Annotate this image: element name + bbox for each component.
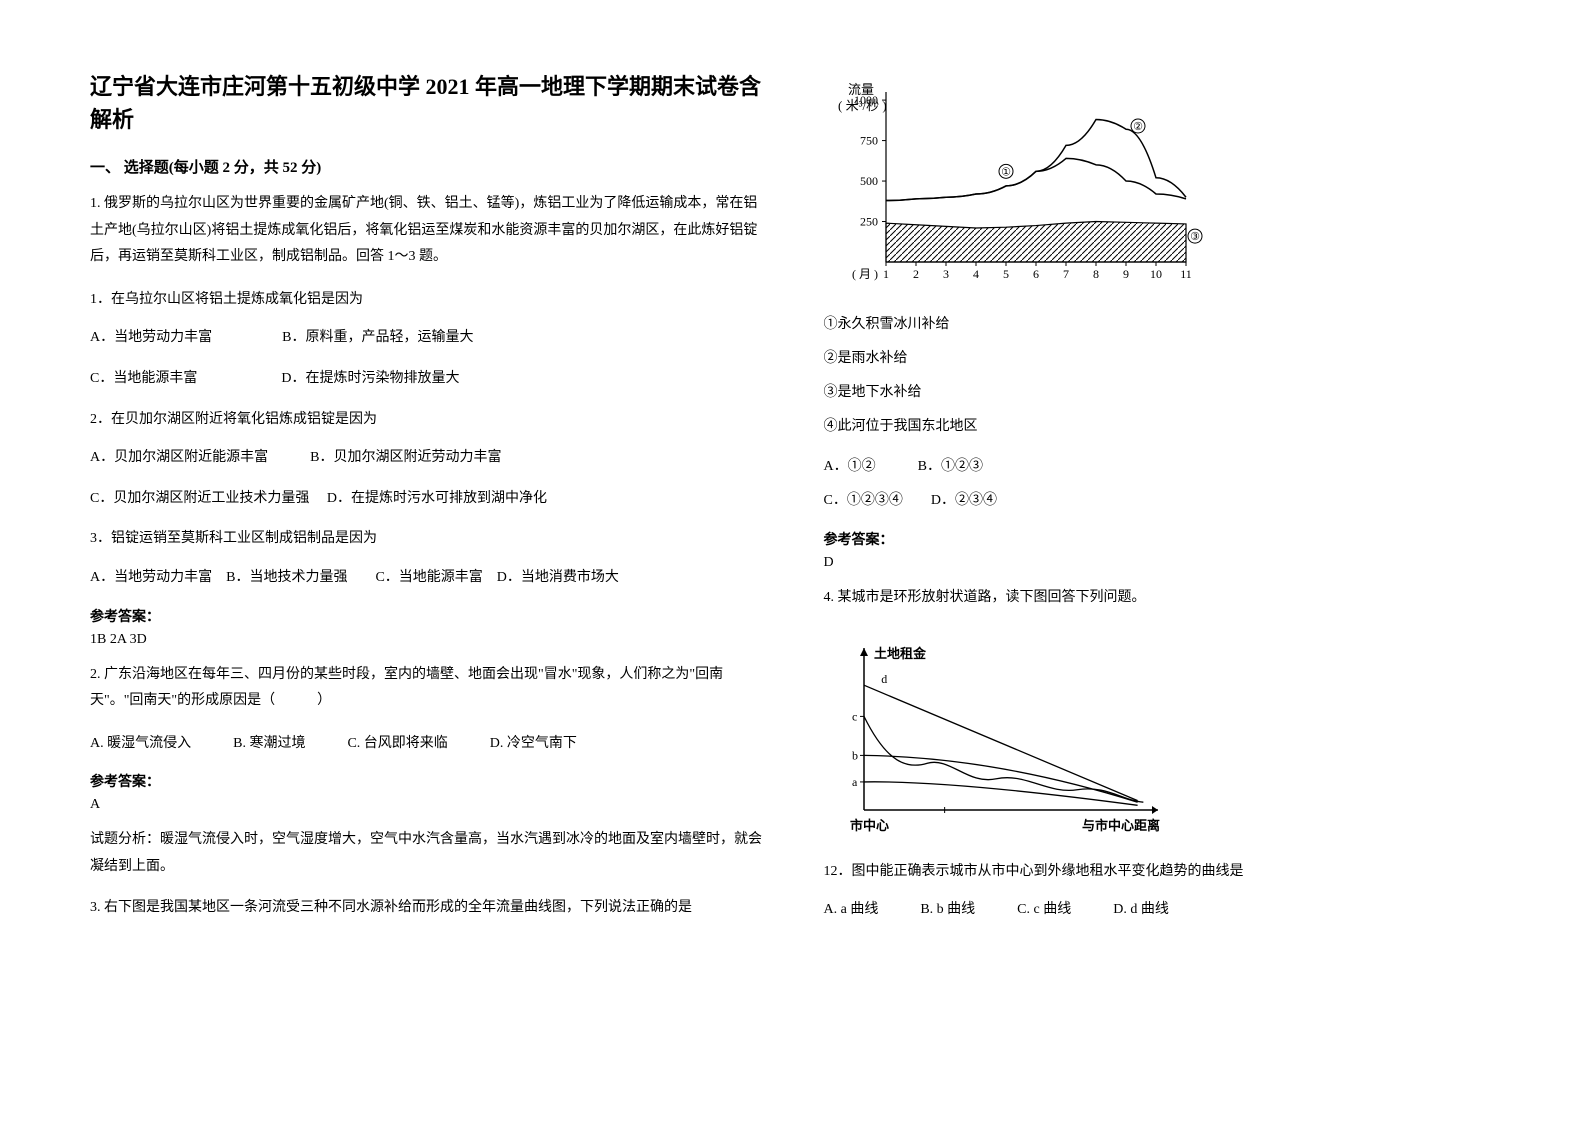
right-column: 流量( 米³/秒 )25050075010001234567891011( 月 …: [824, 70, 1498, 1052]
q3-answer-value: D: [824, 555, 1498, 571]
q1-sub2-optA: A．贝加尔湖区附近能源丰富 B．贝加尔湖区附近劳动力丰富: [90, 445, 764, 472]
q3-choiceC: C．①②③④ D．②③④: [824, 487, 1498, 515]
q1-intro: 1. 俄罗斯的乌拉尔山区为世界重要的金属矿产地(铜、铁、铝土、锰等)，炼铝工业为…: [90, 191, 764, 271]
svg-text:b: b: [852, 748, 858, 762]
svg-text:10: 10: [1150, 267, 1162, 281]
q1-sub3-optA: A．当地劳动力丰富 B．当地技术力量强 C．当地能源丰富 D．当地消费市场大: [90, 565, 764, 592]
flow-chart-svg: 流量( 米³/秒 )25050075010001234567891011( 月 …: [824, 80, 1214, 290]
svg-text:( 月 ): ( 月 ): [852, 267, 878, 281]
svg-text:4: 4: [973, 267, 979, 281]
svg-text:250: 250: [860, 215, 878, 229]
section-header: 一、 选择题(每小题 2 分，共 52 分): [90, 156, 764, 177]
svg-text:750: 750: [860, 134, 878, 148]
exam-title: 辽宁省大连市庄河第十五初级中学 2021 年高一地理下学期期末试卷含解析: [90, 70, 764, 136]
svg-text:③: ③: [1190, 231, 1200, 243]
svg-text:d: d: [881, 672, 887, 686]
q2-analysis: 试题分析：暖湿气流侵入时，空气湿度增大，空气中水汽含量高，当水汽遇到冰冷的地面及…: [90, 827, 764, 880]
svg-text:1: 1: [883, 267, 889, 281]
q1-sub2-optB: C．贝加尔湖区附近工业技术力量强 D．在提炼时污水可排放到湖中净化: [90, 486, 764, 513]
rent-chart-svg: 土地租金市中心 与市中心距离 ab c d: [824, 638, 1164, 838]
q2-answer-value: A: [90, 797, 764, 813]
svg-text:3: 3: [943, 267, 949, 281]
q3-opt2: ②是雨水补给: [824, 345, 1498, 373]
q4-chart: 土地租金市中心 与市中心距离 ab c d: [824, 638, 1498, 843]
svg-text:2: 2: [913, 267, 919, 281]
svg-text:11: 11: [1180, 267, 1192, 281]
q4-sub12: 12．图中能正确表示城市从市中心到外缘地租水平变化趋势的曲线是: [824, 859, 1498, 886]
q1-sub1-optB: C．当地能源丰富 D．在提炼时污染物排放量大: [90, 366, 764, 393]
svg-text:9: 9: [1123, 267, 1129, 281]
q1-answer-value: 1B 2A 3D: [90, 632, 764, 648]
left-column: 辽宁省大连市庄河第十五初级中学 2021 年高一地理下学期期末试卷含解析 一、 …: [90, 70, 764, 1052]
q1-sub1-optA: A．当地劳动力丰富 B．原料重，产品轻，运输量大: [90, 325, 764, 352]
q3-intro: 3. 右下图是我国某地区一条河流受三种不同水源补给而形成的全年流量曲线图，下列说…: [90, 895, 764, 922]
q1-sub1-text: 1．在乌拉尔山区将铝土提炼成氧化铝是因为: [90, 287, 764, 314]
q1-answer-label: 参考答案：: [90, 606, 764, 626]
svg-text:6: 6: [1033, 267, 1039, 281]
svg-text:市中心: 市中心: [850, 818, 889, 833]
q3-opt3: ③是地下水补给: [824, 379, 1498, 407]
q3-answer-label: 参考答案：: [824, 529, 1498, 549]
q2-answer-label: 参考答案：: [90, 771, 764, 791]
svg-text:500: 500: [860, 174, 878, 188]
svg-text:②: ②: [1133, 121, 1143, 133]
q4-intro: 4. 某城市是环形放射状道路，读下图回答下列问题。: [824, 585, 1498, 612]
svg-text:土地租金: 土地租金: [874, 646, 927, 661]
q1-sub3-text: 3．铝锭运销至莫斯科工业区制成铝制品是因为: [90, 526, 764, 553]
q3-opt4: ④此河位于我国东北地区: [824, 413, 1498, 441]
svg-text:c: c: [852, 709, 857, 723]
q1-sub2-text: 2．在贝加尔湖区附近将氧化铝炼成铝锭是因为: [90, 407, 764, 434]
q3-opt1: ①永久积雪冰川补给: [824, 311, 1498, 339]
svg-text:1000: 1000: [854, 93, 878, 107]
svg-text:8: 8: [1093, 267, 1099, 281]
svg-text:①: ①: [1001, 166, 1011, 178]
q2-intro: 2. 广东沿海地区在每年三、四月份的某些时段，室内的墙壁、地面会出现"冒水"现象…: [90, 662, 764, 715]
svg-text:7: 7: [1063, 267, 1069, 281]
q2-options: A. 暖湿气流侵入 B. 寒潮过境 C. 台风即将来临 D. 冷空气南下: [90, 731, 764, 758]
svg-text:与市中心距离: 与市中心距离: [1082, 818, 1160, 833]
q4-options: A. a 曲线 B. b 曲线 C. c 曲线 D. d 曲线: [824, 897, 1498, 924]
svg-text:5: 5: [1003, 267, 1009, 281]
q3-choiceA: A．①② B．①②③: [824, 453, 1498, 481]
q3-chart: 流量( 米³/秒 )25050075010001234567891011( 月 …: [824, 80, 1498, 295]
svg-text:a: a: [852, 775, 858, 789]
